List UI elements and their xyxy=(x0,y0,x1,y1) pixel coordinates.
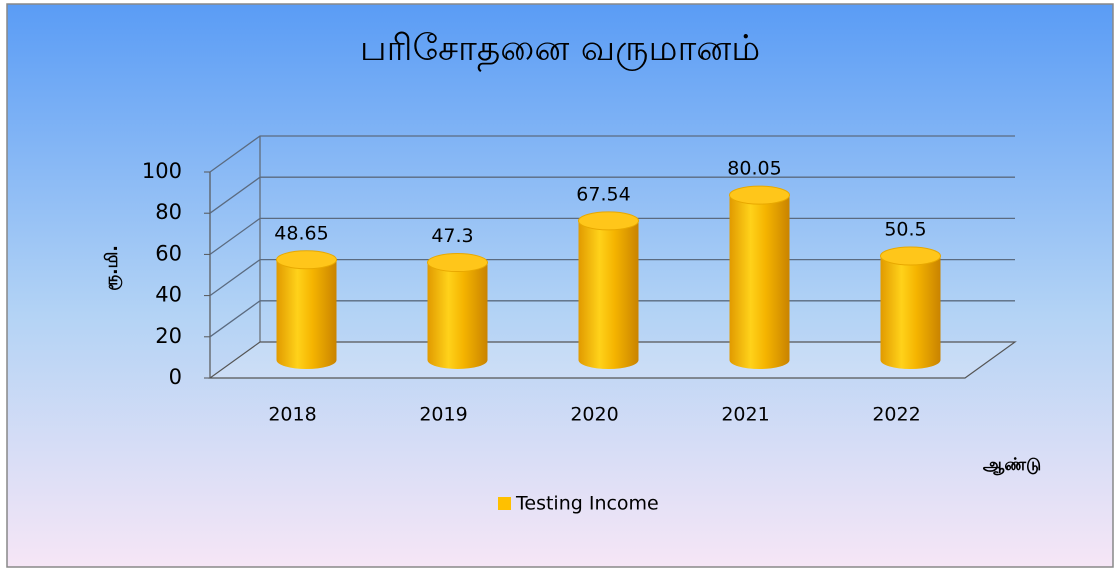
x-tick-label: 2019 xyxy=(419,404,467,426)
grid-line xyxy=(209,176,1015,214)
bar-top xyxy=(729,185,790,205)
data-label: 48.65 xyxy=(274,222,328,244)
bar-body xyxy=(729,195,790,369)
bar-body xyxy=(880,255,941,369)
legend-label: Testing Income xyxy=(515,493,659,515)
bar xyxy=(427,253,488,369)
bar-body xyxy=(276,259,337,369)
bar xyxy=(729,185,790,369)
y-tick-label: 60 xyxy=(155,241,182,265)
data-label: 67.54 xyxy=(576,183,630,205)
legend-swatch xyxy=(498,497,511,510)
y-axis-label: ரூ.மி. xyxy=(102,245,122,291)
y-tick-label: 40 xyxy=(155,283,182,307)
bar-body xyxy=(427,262,488,369)
x-tick-label: 2018 xyxy=(268,404,316,426)
y-tick-label: 0 xyxy=(169,365,182,389)
x-tick-label: 2022 xyxy=(872,404,920,426)
x-axis-label: ஆண்டு xyxy=(983,455,1041,475)
bar-top xyxy=(427,253,488,273)
bar-top xyxy=(276,250,337,270)
y-tick-label: 80 xyxy=(155,200,182,224)
y-tick-label: 20 xyxy=(155,324,182,348)
x-tick-label: 2021 xyxy=(721,404,769,426)
bar-body xyxy=(578,220,639,369)
bar-top xyxy=(578,211,639,231)
bar xyxy=(880,246,941,369)
bar xyxy=(578,211,639,369)
x-tick-label: 2020 xyxy=(570,404,618,426)
y-tick-label: 100 xyxy=(142,159,182,183)
chart-title: பரிசோதனை வருமானம் xyxy=(360,28,760,72)
grid-line xyxy=(209,135,1015,173)
data-label: 50.5 xyxy=(884,218,926,240)
bar-top xyxy=(880,246,941,266)
bar xyxy=(276,250,337,369)
data-label: 47.3 xyxy=(431,225,473,247)
data-label: 80.05 xyxy=(727,158,781,180)
